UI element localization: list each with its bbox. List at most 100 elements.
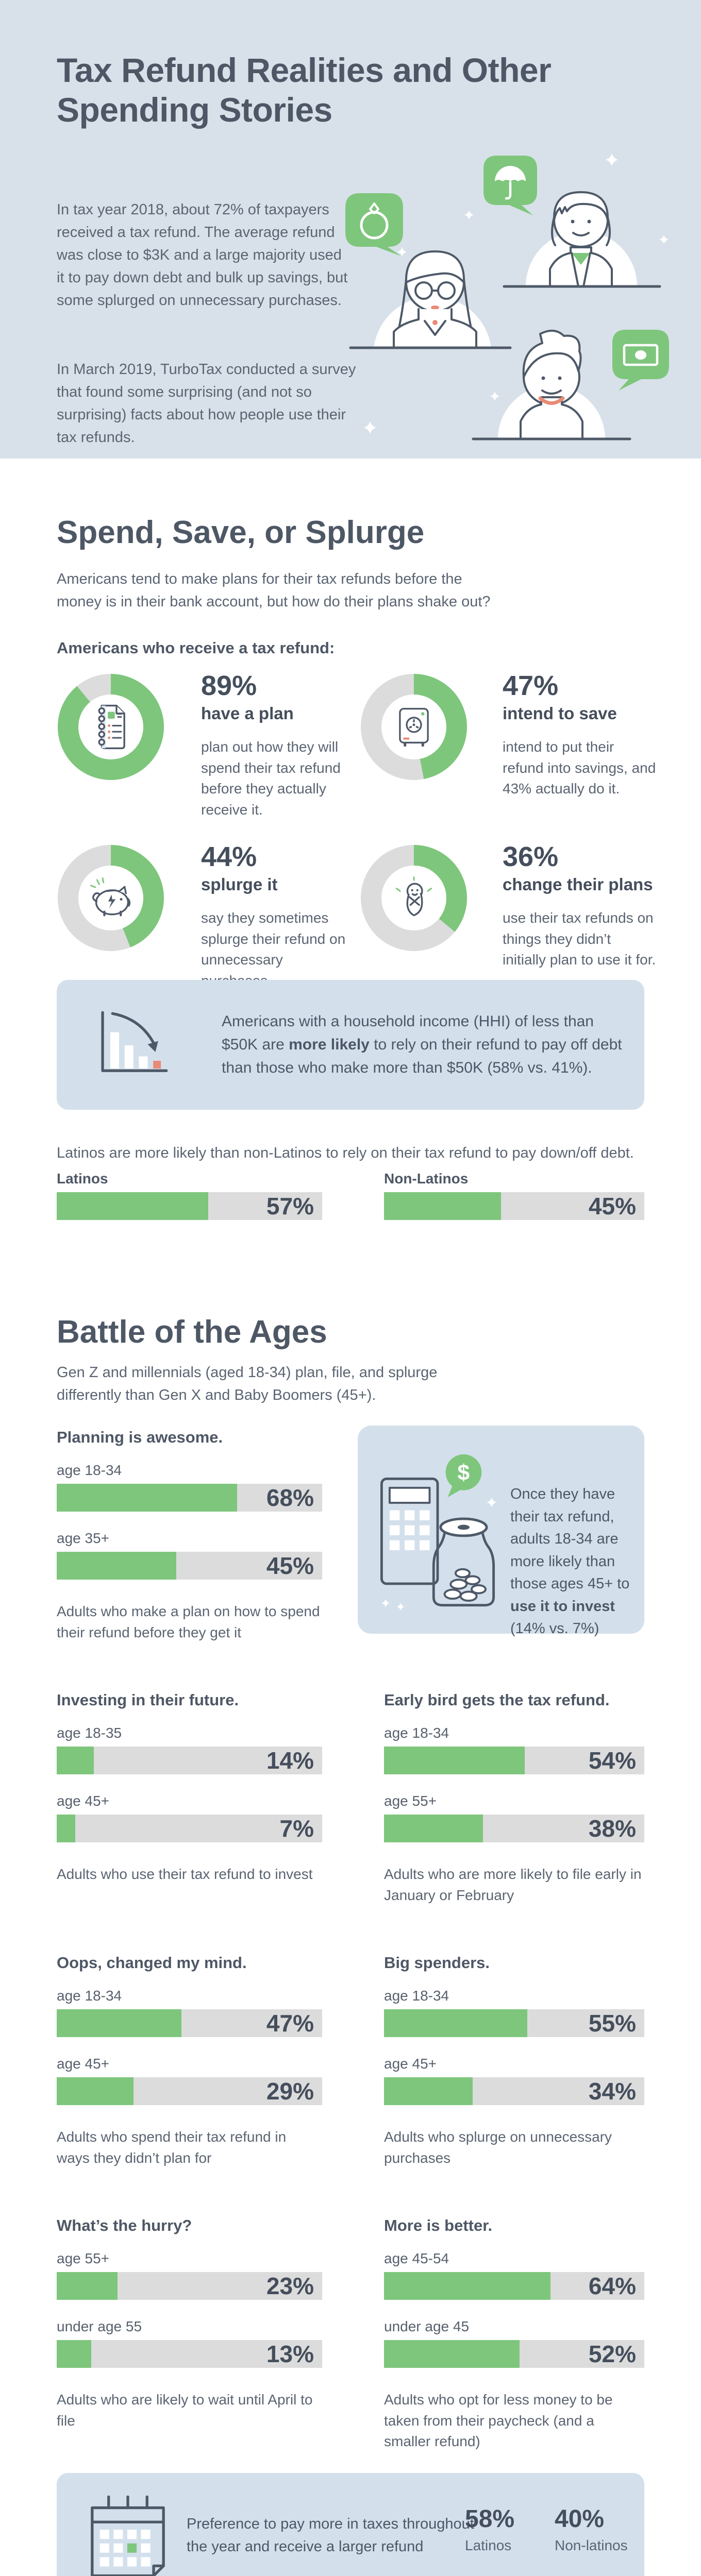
invest-text-suffix: (14% vs. 7%) [510,1620,599,1637]
bar-chart: 57% [57,1192,322,1220]
bar-value: 68% [266,1484,314,1511]
calendar-stat-latinos: 58% Latinos [465,2505,514,2554]
group-title: What’s the hurry? [57,2216,192,2234]
bar-value: 54% [588,1747,636,1774]
bar-chart: 47% [57,2009,322,2037]
group-caption: Adults who splurge on unnecessary purcha… [384,2129,612,2166]
group-caption: Adults who opt for less money to be take… [384,2392,613,2450]
bar-value: 14% [266,1747,314,1774]
group-title: Early bird gets the tax refund. [384,1691,610,1709]
bar-label: age 18-34 [57,1462,122,1478]
stat-group-more-is-better: More is better. age 45-54 64% under age … [384,2216,644,2452]
baby-icon [395,876,432,917]
piggy-bank-icon [90,877,131,917]
group-title: More is better. [384,2216,493,2234]
stat-desc: plan out how they will spend their tax r… [201,739,341,818]
stat-value: 36% [503,841,559,872]
stat-label: have a plan [201,704,294,723]
calculator-icon [380,1477,439,1585]
bar-value: 34% [588,2078,636,2105]
bar-fill [384,2340,520,2368]
bar-value: 57% [266,1193,314,1219]
bar-label: age 45+ [384,2056,437,2072]
bar-chart: 45% [57,1552,322,1580]
bar-value: 7% [279,1815,314,1842]
ages-section-title: Battle of the Ages [57,1314,327,1350]
invest-text-bold: use it to invest [510,1598,615,1615]
bar-chart: 68% [57,1484,322,1512]
bar-chart: 34% [384,2077,644,2105]
bar-chart: 29% [57,2077,322,2105]
bar-chart: 38% [384,1815,644,1842]
bar-value: 13% [266,2341,314,2367]
bar-fill [384,1192,502,1220]
group-title: Investing in their future. [57,1691,239,1709]
spend-section-title: Spend, Save, or Splurge [57,515,425,550]
stat-value: 47% [503,670,559,701]
bar-label: age 45-54 [384,2250,449,2266]
sparkle-icon [364,154,669,434]
bar-chart: 54% [384,1747,644,1774]
hhi-text-suffix: to rely on their refund to pay off debt … [222,1036,622,1076]
bar-chart: 7% [57,1815,322,1842]
young-man-illustration [472,330,631,440]
bar-label: age 18-34 [384,1725,449,1741]
stat-desc: intend to put their refund into savings,… [503,739,656,797]
bar-fill [57,2077,134,2105]
svg-text:$: $ [458,1460,470,1485]
safe-icon [399,708,429,747]
hhi-text-bold: more likely [289,1036,370,1053]
bar-label: age 18-34 [57,1988,122,2004]
donut-chart-intend-to-save [361,674,467,780]
group-caption: Adults who are likely to wait until Apri… [57,2392,313,2429]
spend-section-intro: Americans tend to make plans for their t… [57,571,491,611]
bar-value: 52% [588,2341,636,2367]
stat-label: intend to save [503,704,617,723]
coin-jar-icon [432,1517,495,1607]
stat-label: splurge it [201,875,278,894]
bar-chart: 45% [384,1192,644,1220]
group-title: Oops, changed my mind. [57,1954,247,1972]
invest-callout-text: Once they have their tax refund, adults … [510,1483,634,1640]
woman-glasses-illustration [349,250,512,349]
bar-value: 23% [266,2273,314,2299]
hhi-text-prefix: Americans with a household income (HHI) … [222,1013,594,1053]
stat-group-early-bird: Early bird gets the tax refund. age 18-3… [384,1691,644,1906]
bar-chart: 23% [57,2272,322,2300]
donut-chart-change-plans [361,845,467,951]
group-caption: Adults who use their tax refund to inves… [57,1866,313,1882]
group-title: Planning is awesome. [57,1428,223,1446]
bar-chart: 13% [57,2340,322,2368]
umbrella-icon [483,156,537,215]
bar-chart: 52% [384,2340,644,2368]
bar-label: age 55+ [384,1793,437,1809]
bar-label: age 18-34 [384,1988,449,2004]
hhi-callout: Americans with a household income (HHI) … [57,980,644,1110]
bar-label: age 45+ [57,1793,109,1809]
calendar-callout-text: Preference to pay more in taxes througho… [187,2516,474,2555]
bar-fill [57,1192,208,1220]
bar-fill [384,1747,525,1774]
latino-bar: Latinos 57% [57,1171,322,1220]
group-caption: Adults who make a plan on how to spend t… [57,1603,320,1640]
money-bill-icon [612,330,669,391]
stat-value: 58% [465,2505,515,2533]
hhi-callout-text: Americans with a household income (HHI) … [222,1010,629,1079]
bar-fill [384,2272,551,2300]
bar-value: 38% [588,1815,636,1842]
stat-group-planning: Planning is awesome. age 18-34 68% age 3… [57,1428,322,1643]
bar-fill [384,2077,473,2105]
intro-paragraph-1: In tax year 2018, about 72% of taxpayers… [57,201,348,309]
bar-fill [57,2009,182,2037]
invest-text-prefix: Once they have their tax refund, adults … [510,1486,630,1592]
donut-chart-splurge-it [58,845,164,951]
calendar-stat-non-latinos: 40% Non-latinos [555,2505,628,2554]
group-title: Big spenders. [384,1954,490,1972]
bar-label: age 18-35 [57,1725,122,1741]
dollar-bubble-icon: $ [445,1454,482,1498]
stat-splurge-it: 44% splurge it say they sometimes splurg… [201,841,356,991]
bar-label: Non-Latinos [384,1171,469,1187]
bar-fill [57,1484,238,1512]
bar-label: age 55+ [57,2250,109,2266]
